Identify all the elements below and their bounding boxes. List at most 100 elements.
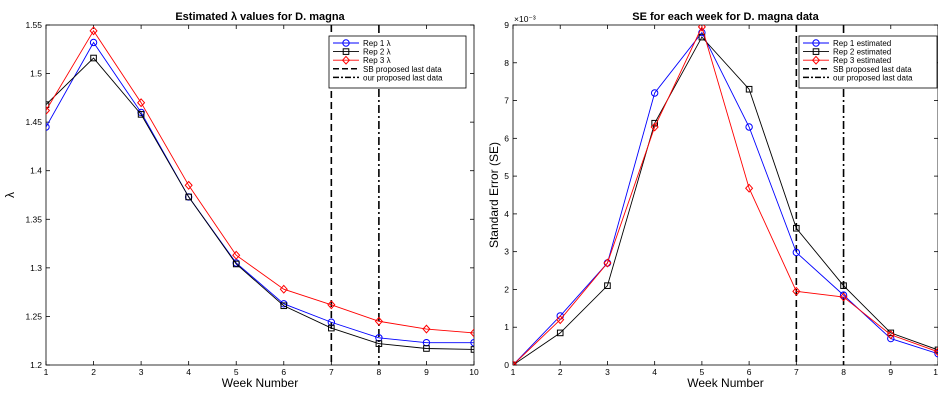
x-tick-label: 9 [424,367,429,377]
series-line-3 [513,25,938,365]
series-line-2 [513,36,938,365]
x-tick-label: 7 [329,367,334,377]
data-point [793,224,800,232]
y-tick-label: 1.3 [30,263,42,273]
data-point [839,291,848,299]
data-point [650,122,659,132]
legend-label: our proposed last data [833,73,913,82]
data-point [232,250,241,260]
y-tick-label: 1.4 [30,166,42,176]
legend-label: Rep 3 estimated [833,56,891,65]
data-point [886,330,895,340]
data-point [470,346,474,353]
legend-label: SB proposed last data [833,65,912,74]
data-point [422,324,431,334]
series-group [513,25,938,365]
series-line-2 [46,57,474,350]
data-point [328,324,335,332]
x-tick-label: 9 [888,367,893,377]
y-tick-label: 6 [504,133,509,143]
x-axis-label: Week Number [222,376,298,390]
data-point [840,282,847,289]
data-point [697,25,706,32]
data-point [137,98,146,108]
plot-frame [512,24,938,366]
y-tick-label: 1.55 [25,20,42,30]
data-point [792,248,801,257]
x-tick-label: 2 [91,367,96,377]
y-tick-label: 2 [504,284,509,294]
data-point [933,347,938,357]
chart-title: SE for each week for D. magna data [632,11,819,23]
data-point [89,26,98,36]
x-tick-label: 10 [469,367,479,377]
data-point [470,338,474,347]
series-line-1 [46,41,474,344]
x-tick-label: 1 [44,367,49,377]
x-tick-label: 3 [139,367,144,377]
chart-1: Estimated λ values for D. magna 1 2 3 4 5 6 7 8 9… [3,11,479,390]
data-point [89,38,98,47]
data-point [375,340,383,347]
y-axis-label: Standard Error (SE) [487,142,501,248]
legend-label: Rep 2 estimated [833,48,891,57]
legend-label: Rep 3 λ [363,56,391,65]
data-point [556,329,564,337]
data-point [469,328,474,338]
x-tick-label: 4 [186,367,191,377]
data-point [423,345,430,352]
data-point [280,302,288,310]
data-point [137,111,145,118]
chart-title: Estimated λ values for D. magna [175,11,345,23]
x-tick-label: 4 [652,367,657,377]
y-tick-label: 1.25 [25,311,42,321]
data-point [46,123,50,131]
x-tick-label: 10 [933,367,938,377]
series-line-3 [46,29,474,334]
y-tick-label: 1.5 [30,69,42,79]
y-tick-label: 9 [504,20,509,30]
x-tick-label: 6 [747,367,752,377]
y-exponent-label: ×10⁻³ [514,14,536,24]
data-point [603,258,612,268]
series-line-1 [513,31,938,365]
x-tick-label: 8 [377,367,382,377]
legend-marker [342,48,350,55]
data-point [839,292,848,302]
data-point [513,361,517,365]
legend-box [798,35,938,89]
x-tick-label: 5 [700,367,705,377]
y-tick-label: 1.2 [30,360,42,370]
chart-2: SE for each week for D. magna data 1 2 3 4 5 6… [487,11,938,390]
data-point [745,183,754,193]
legend-marker [811,55,821,65]
legend-label: Rep 1 estimated [833,39,891,48]
legend-label: Rep 2 λ [363,48,391,57]
legend-marker [341,55,351,65]
legend-marker [342,39,350,47]
data-point [185,193,192,201]
legend-label: Rep 1 λ [363,39,391,48]
x-tick-label: 2 [558,367,563,377]
x-tick-label: 7 [794,367,799,377]
legend-box [328,35,467,89]
y-tick-label: 1.45 [25,117,42,127]
data-point [650,89,659,97]
y-tick-label: 1.35 [25,214,42,224]
data-point [556,315,565,325]
data-point [745,85,753,93]
series-group [46,26,474,353]
data-point [327,300,336,310]
legend-marker [812,48,820,55]
data-point [279,284,288,294]
x-tick-label: 8 [841,367,846,377]
y-tick-label: 5 [504,171,509,181]
x-tick-label: 5 [234,367,239,377]
data-point [374,316,383,326]
data-point [698,28,706,37]
legend-label: our proposed last data [363,73,443,82]
data-point [46,101,50,108]
y-tick-label: 7 [504,96,509,106]
